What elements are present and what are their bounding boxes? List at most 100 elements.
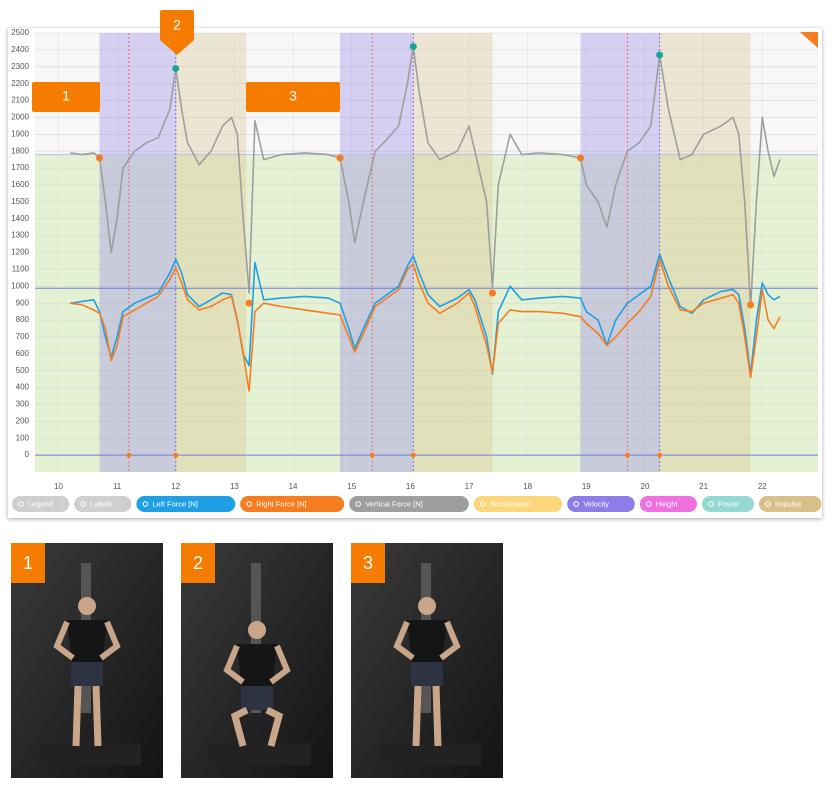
legend-toggle[interactable] bbox=[639, 496, 697, 512]
x-tick-label: 14 bbox=[289, 482, 298, 491]
zone bbox=[35, 154, 818, 473]
callout-box bbox=[246, 82, 340, 112]
legend-eye bbox=[142, 501, 149, 507]
badge-label: 3 bbox=[363, 553, 373, 573]
badge bbox=[351, 543, 385, 583]
legend-toggle[interactable] bbox=[136, 496, 236, 512]
phase-band bbox=[339, 33, 414, 472]
force-plate bbox=[379, 743, 481, 765]
series-line bbox=[70, 253, 781, 375]
legend-label: Left Force [N] bbox=[152, 499, 197, 508]
y-tick-label: 1400 bbox=[11, 214, 29, 223]
x-tick-label: 20 bbox=[641, 482, 650, 491]
phase-band bbox=[659, 33, 751, 472]
y-tick-label: 1500 bbox=[11, 197, 29, 206]
legend-toggle[interactable] bbox=[702, 496, 754, 512]
callout-label: 1 bbox=[62, 88, 70, 104]
head bbox=[418, 597, 436, 615]
legend-toggle[interactable] bbox=[349, 496, 469, 512]
legend-eye bbox=[573, 501, 580, 507]
event-marker bbox=[656, 51, 664, 59]
legend-eye bbox=[646, 501, 652, 507]
legend-eye bbox=[18, 501, 24, 507]
legend-label: Height bbox=[656, 499, 679, 508]
legend-toggle[interactable] bbox=[759, 496, 822, 512]
event-marker bbox=[657, 452, 663, 458]
phase-band bbox=[175, 33, 247, 472]
y-tick-label: 2000 bbox=[11, 113, 29, 122]
legend-eye bbox=[355, 501, 362, 507]
legend-eye bbox=[80, 501, 86, 507]
x-tick-label: 17 bbox=[465, 482, 474, 491]
badge-label: 1 bbox=[23, 553, 33, 573]
x-tick-label: 15 bbox=[347, 482, 356, 491]
legend-label: Vertical Force [N] bbox=[365, 499, 423, 508]
head bbox=[248, 621, 266, 639]
series-line bbox=[70, 258, 781, 392]
event-marker bbox=[336, 154, 344, 162]
phase-band bbox=[99, 33, 176, 472]
event-marker bbox=[245, 299, 253, 307]
legend-toggle[interactable] bbox=[12, 496, 70, 512]
y-tick-label: 1600 bbox=[11, 180, 29, 189]
y-tick-label: 400 bbox=[16, 383, 30, 392]
torso bbox=[407, 620, 447, 664]
y-tick-label: 1100 bbox=[12, 264, 30, 273]
series-line bbox=[70, 45, 781, 308]
phase-band bbox=[580, 33, 660, 472]
phase-band bbox=[413, 33, 493, 472]
torso bbox=[67, 620, 107, 664]
legend-toggle[interactable] bbox=[567, 496, 635, 512]
y-tick-label: 800 bbox=[16, 315, 30, 324]
event-marker bbox=[576, 154, 584, 162]
y-tick-label: 1300 bbox=[11, 231, 29, 240]
y-tick-label: 2400 bbox=[11, 45, 29, 54]
x-tick-label: 11 bbox=[113, 482, 122, 491]
event-marker bbox=[369, 452, 375, 458]
y-tick-label: 600 bbox=[16, 349, 30, 358]
y-tick-label: 2300 bbox=[11, 62, 29, 71]
corner-flag bbox=[800, 32, 818, 48]
arms bbox=[53, 620, 121, 661]
badge bbox=[181, 543, 215, 583]
legs bbox=[230, 706, 284, 747]
y-tick-label: 300 bbox=[16, 400, 30, 409]
x-tick-label: 12 bbox=[171, 482, 180, 491]
y-tick-label: 500 bbox=[16, 366, 30, 375]
legend-label: Velocity bbox=[583, 499, 609, 508]
legend-eye bbox=[765, 501, 771, 507]
y-tick-label: 2200 bbox=[11, 79, 29, 88]
plot: 0100200300400500600700800900100011001200… bbox=[11, 28, 818, 491]
legend-eye bbox=[246, 501, 252, 507]
callout-pin bbox=[160, 10, 194, 55]
head bbox=[78, 597, 96, 615]
callout-label: 3 bbox=[289, 88, 297, 104]
y-tick-label: 0 bbox=[25, 450, 30, 459]
legend-toggle[interactable] bbox=[74, 496, 132, 512]
legend-toggle[interactable] bbox=[473, 496, 563, 512]
legs bbox=[412, 685, 442, 747]
legend: Legend Labels Left Force [N] Right Force [N… bbox=[12, 496, 822, 512]
y-tick-label: 1700 bbox=[11, 163, 29, 172]
x-tick-label: 21 bbox=[699, 482, 708, 491]
y-tick-label: 2100 bbox=[11, 96, 29, 105]
photos: 1 2 3 bbox=[11, 543, 503, 778]
legend-toggle[interactable] bbox=[240, 496, 345, 512]
x-tick-label: 13 bbox=[230, 482, 239, 491]
legs bbox=[72, 685, 102, 747]
callouts: 1 2 3 bbox=[32, 10, 340, 112]
y-tick-label: 100 bbox=[16, 433, 30, 442]
x-tick-label: 16 bbox=[406, 482, 415, 491]
event-marker bbox=[96, 154, 104, 162]
badge bbox=[11, 543, 45, 583]
legend-label: Acceleration bbox=[490, 499, 531, 508]
y-tick-label: 700 bbox=[16, 332, 30, 341]
x-tick-label: 22 bbox=[758, 482, 767, 491]
event-marker bbox=[172, 64, 180, 72]
x-tick-label: 18 bbox=[523, 482, 532, 491]
x-tick-label: 10 bbox=[54, 482, 63, 491]
event-marker bbox=[747, 301, 755, 309]
x-tick-label: 19 bbox=[582, 482, 591, 491]
shorts bbox=[411, 662, 443, 686]
